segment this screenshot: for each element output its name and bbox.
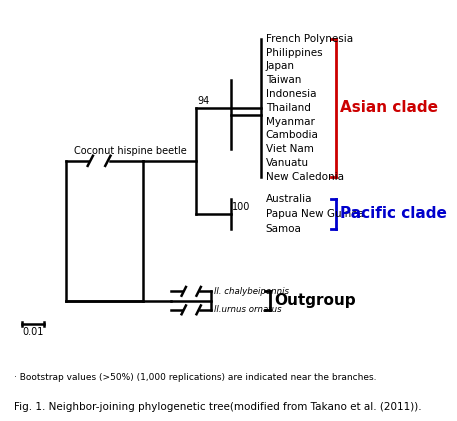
Text: Vanuatu: Vanuatu (266, 158, 309, 168)
Text: Philippines: Philippines (266, 48, 323, 58)
Text: Outgroup: Outgroup (275, 293, 356, 308)
Text: New Caledonia: New Caledonia (266, 172, 344, 182)
Text: Cambodia: Cambodia (266, 131, 319, 140)
Text: 94: 94 (197, 96, 209, 106)
Text: Coconut hispine beetle: Coconut hispine beetle (74, 147, 187, 157)
Text: Japan: Japan (266, 61, 295, 71)
Text: Viet Nam: Viet Nam (266, 144, 314, 154)
Text: 0.01: 0.01 (22, 328, 44, 337)
Text: ll.urnus ornatus: ll.urnus ornatus (214, 305, 282, 314)
Text: ll. chalybeipennis: ll. chalybeipennis (214, 287, 289, 296)
Text: Indonesia: Indonesia (266, 89, 316, 99)
Text: 100: 100 (232, 202, 250, 212)
Text: Samoa: Samoa (266, 224, 302, 234)
Text: Papua New Guinea: Papua New Guinea (266, 209, 364, 219)
Text: Australia: Australia (266, 194, 312, 204)
Text: Thailand: Thailand (266, 103, 311, 113)
Text: Pacific clade: Pacific clade (340, 206, 447, 221)
Text: French Polynesia: French Polynesia (266, 34, 353, 44)
Text: Myanmar: Myanmar (266, 117, 315, 127)
Text: Asian clade: Asian clade (340, 100, 438, 115)
Text: · Bootstrap values (>50%) (1,000 replications) are indicated near the branches.: · Bootstrap values (>50%) (1,000 replica… (14, 373, 376, 381)
Text: Taiwan: Taiwan (266, 75, 301, 85)
Text: Fig. 1. Neighbor-joining phylogenetic tree(modified from Takano et al. (2011)).: Fig. 1. Neighbor-joining phylogenetic tr… (14, 402, 421, 412)
